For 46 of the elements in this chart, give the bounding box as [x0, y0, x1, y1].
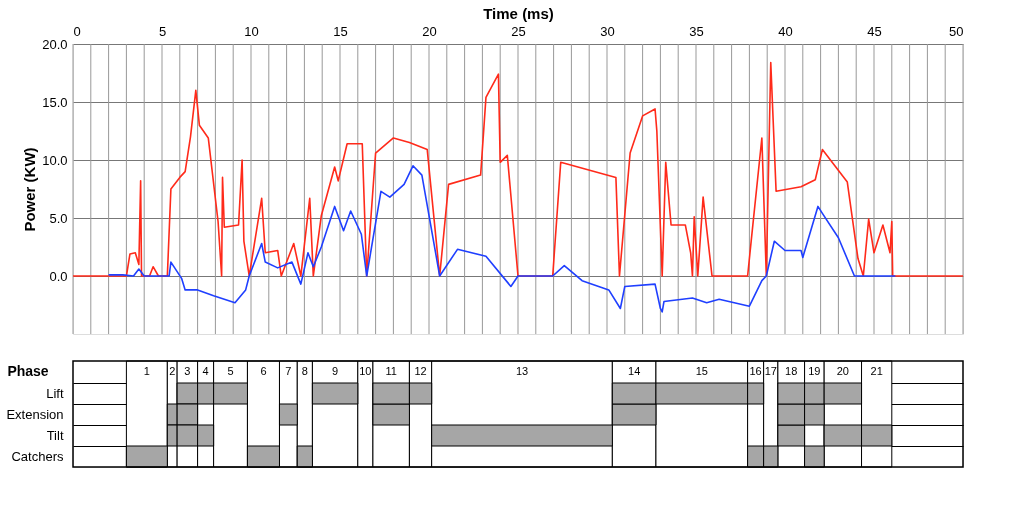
band-label: 21: [870, 365, 883, 377]
band-label: 17: [764, 365, 777, 377]
band-label: 20: [836, 365, 849, 377]
y-tick-label: 0.0: [49, 268, 68, 284]
line-series: [107, 165, 897, 313]
band-label: 1: [143, 365, 150, 377]
band-label: 5: [227, 365, 234, 377]
x-tick-label: 45: [867, 23, 882, 39]
band-label: 11: [385, 365, 397, 377]
band-label: 16: [749, 365, 762, 377]
y-tick-label: 10.0: [42, 152, 68, 168]
band-label: 12: [414, 365, 427, 377]
x-tick-label: 30: [600, 23, 615, 39]
y-tick-label: Lift: [46, 385, 64, 401]
y-tick-label: Extension: [6, 406, 64, 422]
band-label: 18: [785, 365, 798, 377]
y-tick-label: Catchers: [11, 448, 64, 464]
band-label: 13: [515, 365, 529, 377]
y-tick-label: 15.0: [42, 94, 68, 110]
y-tick-label: Tilt: [46, 427, 64, 443]
x-tick-label: 35: [689, 23, 704, 39]
x-tick-label: 25: [511, 23, 526, 39]
band-label: 19: [808, 365, 821, 377]
band-label: 15: [695, 365, 708, 377]
band-label: 4: [202, 365, 209, 377]
x-tick-label: 40: [778, 23, 793, 39]
band-label: 6: [260, 365, 267, 377]
x-tick-label: 0: [73, 23, 81, 39]
band-label: 3: [184, 365, 191, 377]
band-label: 8: [301, 365, 308, 377]
band-label: 2: [169, 365, 176, 377]
x-tick-label: 10: [244, 23, 259, 39]
band-label: 14: [628, 365, 641, 377]
x-tick-label: 5: [158, 23, 167, 39]
line-series: [73, 61, 963, 277]
x-tick-label: 50: [949, 23, 964, 39]
band-label: 9: [332, 365, 339, 377]
band-label: 7: [285, 365, 292, 377]
y-tick-label: 20.0: [42, 36, 68, 52]
y-tick-label: 5.0: [49, 210, 68, 226]
x-axis-title: Phase: [7, 363, 49, 379]
x-axis-title: Time (ms): [483, 4, 554, 22]
band-label: 10: [359, 365, 372, 377]
x-tick-label: 15: [333, 23, 348, 39]
x-tick-label: 20: [422, 23, 437, 39]
y-axis-title: Power (KW): [21, 147, 39, 232]
